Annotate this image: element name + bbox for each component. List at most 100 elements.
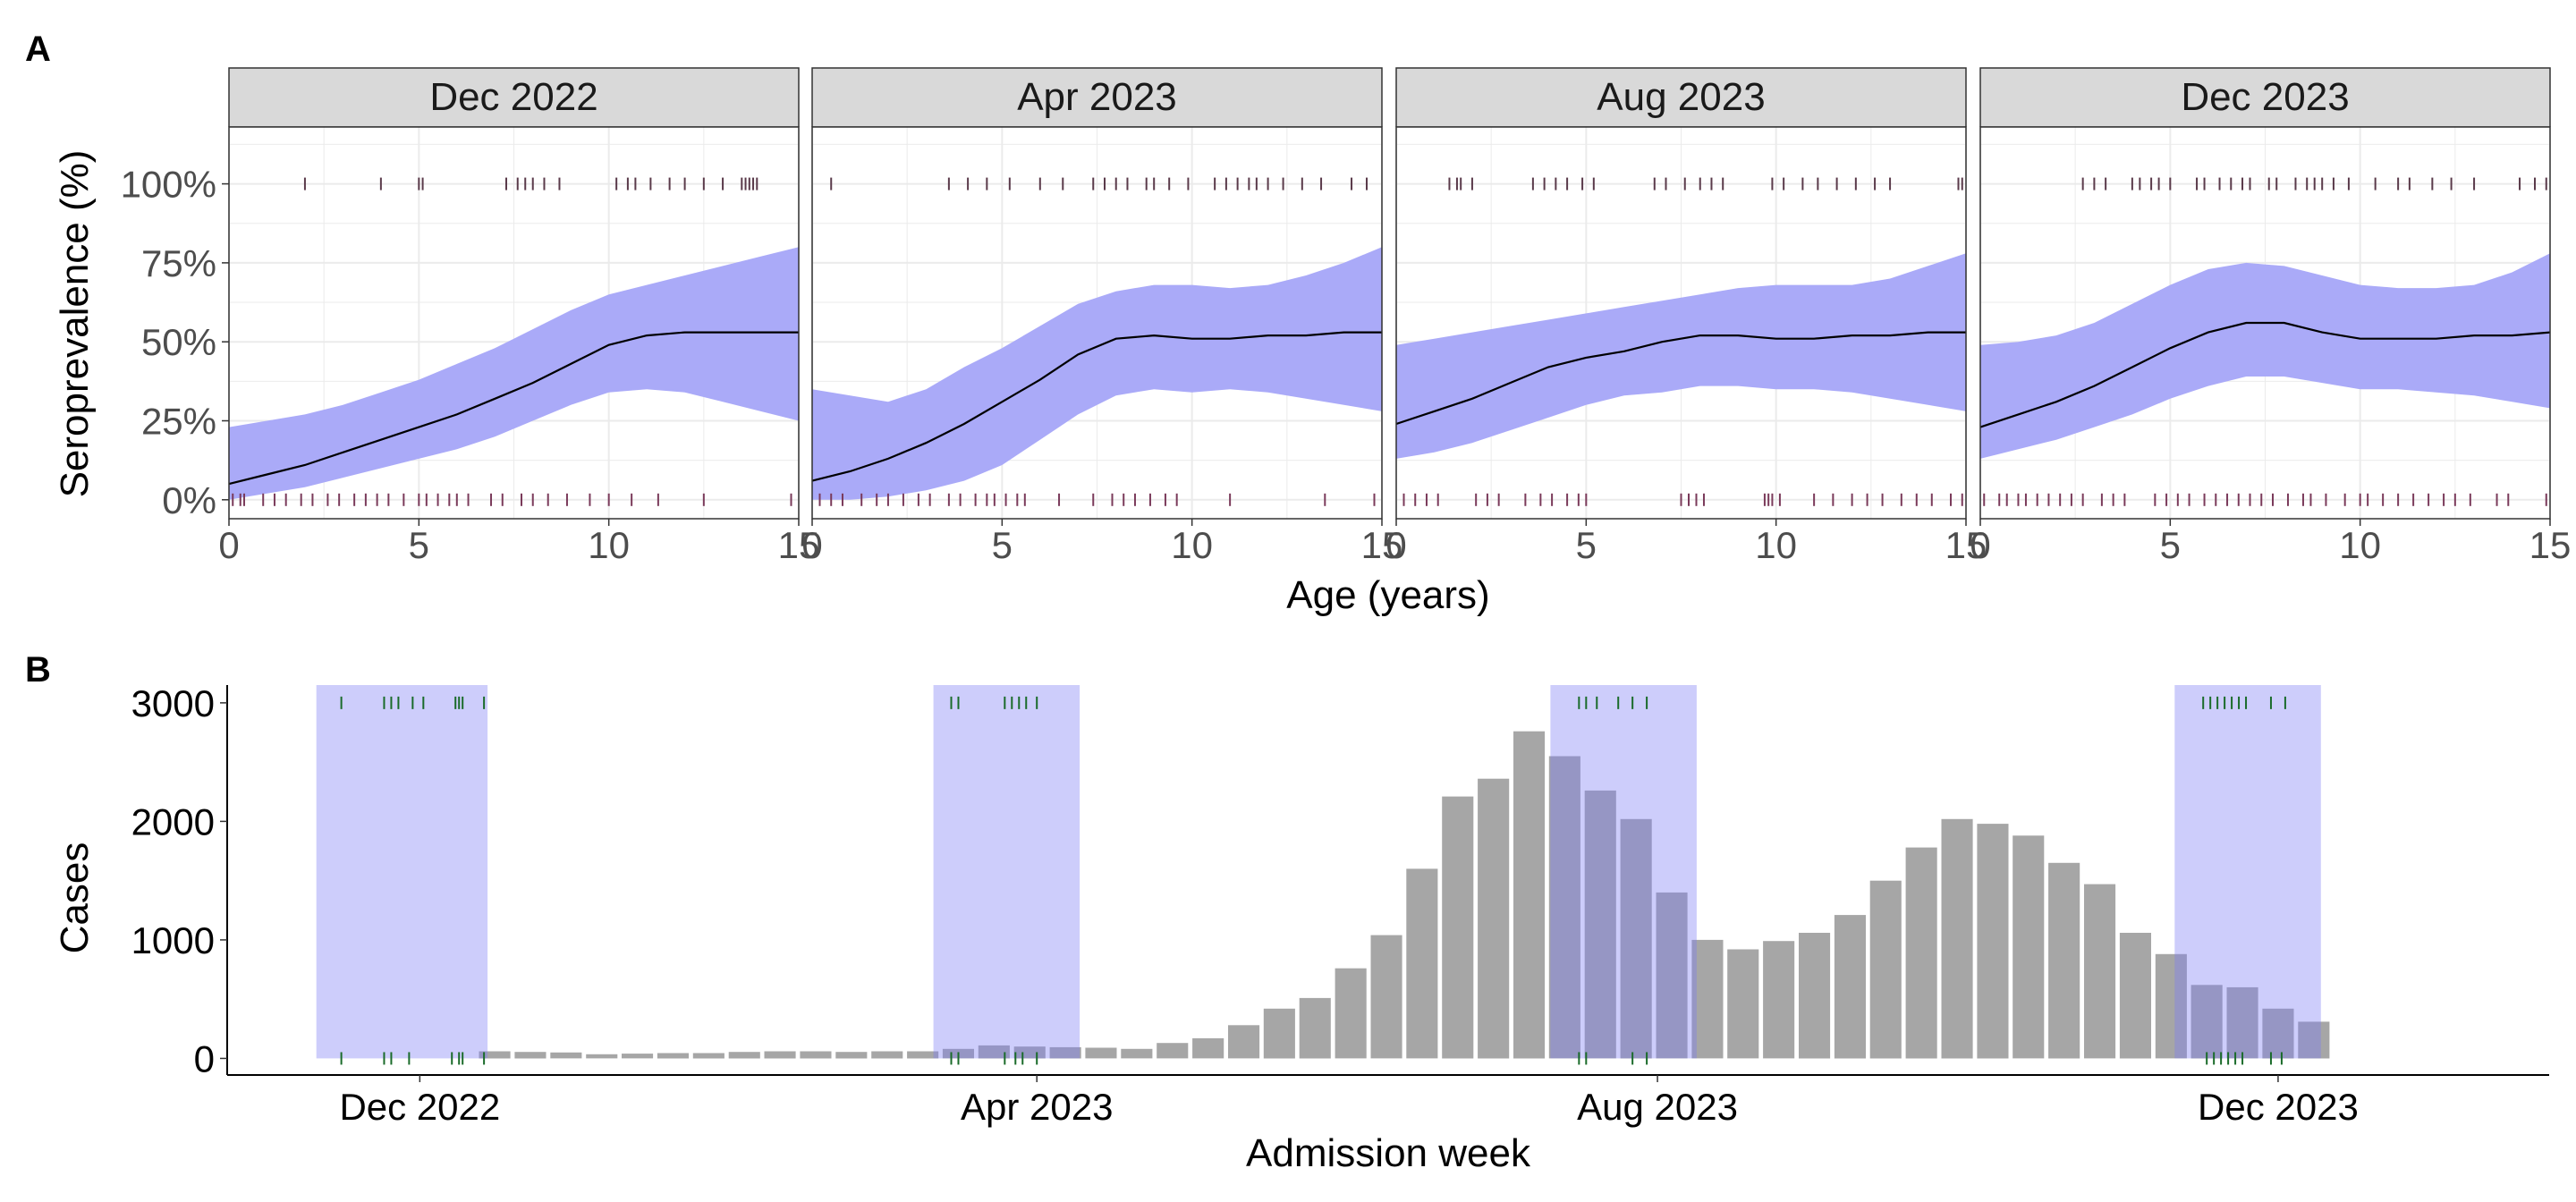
sampling-window: [316, 685, 488, 1059]
x-tick-label: 10: [2339, 524, 2381, 566]
bar: [1157, 1043, 1189, 1059]
bar: [800, 1051, 832, 1059]
confidence-band: [229, 247, 799, 500]
x-tick-label: Apr 2023: [961, 1086, 1113, 1128]
x-tick-label: 10: [1755, 524, 1797, 566]
facet-title: Apr 2023: [1017, 75, 1177, 119]
bar: [1335, 968, 1367, 1059]
bar: [907, 1051, 939, 1059]
bar: [2012, 835, 2045, 1059]
bar: [2298, 1021, 2330, 1059]
facet-title: Dec 2022: [429, 75, 597, 119]
x-tick-label: 15: [1361, 524, 1403, 566]
x-tick-label: 5: [409, 524, 429, 566]
bar: [2226, 986, 2258, 1059]
bar: [586, 1054, 618, 1059]
facet-strip: [811, 67, 1383, 128]
bar: [978, 1045, 1010, 1059]
bar: [2155, 953, 2187, 1059]
panel-b-y-axis-title: Cases: [53, 842, 97, 954]
sampling-windows: [316, 685, 2321, 1059]
x-tick-label: 15: [2529, 524, 2572, 566]
facet-3: Aug 2023 0 5 10 15: [1385, 67, 1987, 566]
fitted-line: [228, 331, 799, 486]
sampling-window: [1550, 685, 1697, 1059]
x-tick-label: 0: [218, 524, 239, 566]
y-tick-label: 25%: [141, 401, 216, 443]
facet-border: [228, 126, 800, 520]
y-tick-label: 100%: [121, 164, 216, 206]
x-tick-label: 0: [1970, 524, 1990, 566]
facet-title: Aug 2023: [1597, 75, 1765, 119]
facet-2: Apr 2023 0 5 10 15: [801, 67, 1403, 566]
x-tick-label: 5: [2160, 524, 2181, 566]
bar: [1442, 796, 1474, 1059]
y-tick-label: 1000: [131, 919, 215, 961]
confidence-band: [1980, 253, 2550, 459]
y-tick-label: 2000: [131, 800, 215, 842]
bar: [871, 1051, 903, 1059]
bar: [1263, 1008, 1295, 1059]
facet-border: [1395, 126, 1967, 520]
panel-a-seroprevalence-by-age: Dec 2022 0 5 10 15 0% 25% 50% 75% 100% Apr 2023 0 5 1…: [121, 67, 2572, 566]
bar: [1905, 847, 1937, 1059]
bar: [1727, 949, 1759, 1059]
panel-b-weekly-cases: 0 1000 2000 3000 Dec 2022 Apr 2023 Aug 2023 Dec…: [131, 682, 2549, 1128]
bar: [1977, 824, 2009, 1059]
bar: [2084, 884, 2116, 1059]
x-tick-label: Dec 2023: [2198, 1086, 2359, 1128]
bar: [2262, 1008, 2294, 1059]
bar: [1121, 1048, 1153, 1059]
bar: [2048, 862, 2080, 1059]
bar: [1941, 818, 1973, 1059]
sampling-window: [2174, 685, 2321, 1059]
y-tick-label: 75%: [141, 242, 216, 284]
facet-strip: [228, 67, 800, 128]
confidence-band: [812, 247, 1382, 500]
bar: [514, 1052, 547, 1059]
y-tick-label: 50%: [141, 321, 216, 363]
facet-1: Dec 2022 0 5 10 15 0% 25% 50% 75% 100%: [121, 67, 820, 566]
x-tick-label: Dec 2022: [339, 1086, 500, 1128]
bar: [1869, 880, 1902, 1059]
panel-b-x-axis-title: Admission week: [1246, 1131, 1531, 1175]
x-tick-label: 5: [1576, 524, 1597, 566]
sampling-window: [933, 685, 1080, 1059]
y-tick-label: 0: [194, 1037, 215, 1079]
bar: [1513, 731, 1546, 1059]
bar: [835, 1052, 868, 1059]
bar: [479, 1051, 511, 1059]
bar: [1228, 1025, 1260, 1059]
bar-series: [479, 731, 2330, 1059]
bar: [1192, 1037, 1224, 1059]
panel-label-a: A: [25, 30, 51, 69]
bar: [728, 1052, 760, 1059]
x-tick-label: 10: [1171, 524, 1213, 566]
x-tick-label: 10: [588, 524, 630, 566]
x-tick-label: 0: [801, 524, 822, 566]
facet-strip: [1395, 67, 1967, 128]
bar: [550, 1052, 582, 1059]
bar: [1691, 939, 1724, 1059]
bar: [2190, 985, 2223, 1059]
facet-title: Dec 2023: [2181, 75, 2349, 119]
bar: [1656, 892, 1688, 1059]
panel-label-b: B: [25, 650, 51, 690]
y-tick-label: 3000: [131, 682, 215, 724]
x-tick-label: 15: [778, 524, 820, 566]
fitted-line: [811, 331, 1382, 482]
bar: [1834, 915, 1866, 1059]
x-tick-label: 0: [1385, 524, 1406, 566]
bar: [1799, 933, 1831, 1059]
confidence-band: [1396, 253, 1966, 459]
bar: [1406, 868, 1438, 1059]
bar: [1620, 818, 1652, 1059]
bar: [692, 1053, 724, 1059]
x-tick-label: Aug 2023: [1577, 1086, 1738, 1128]
y-tick-label: 0%: [162, 479, 216, 521]
fitted-line: [1395, 331, 1966, 426]
panel-a-y-axis-title: Seroprevalence (%): [53, 150, 97, 498]
bar: [764, 1051, 796, 1059]
bar: [1763, 941, 1795, 1059]
bar: [1478, 778, 1510, 1059]
